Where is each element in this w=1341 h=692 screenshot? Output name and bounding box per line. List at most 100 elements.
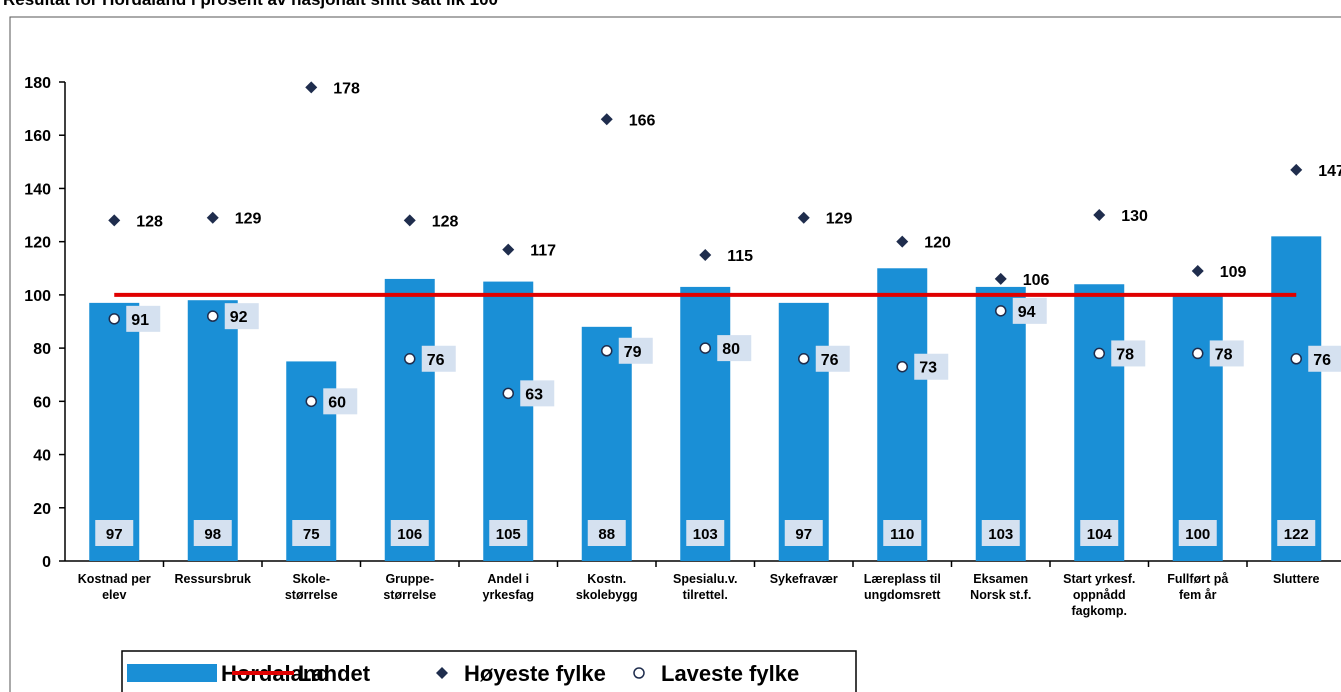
x-tick-label: Skole-størrelse	[285, 572, 338, 602]
value-label-box	[95, 520, 134, 546]
y-tick-label: 80	[33, 341, 51, 358]
marker	[404, 353, 416, 365]
marker	[896, 360, 908, 373]
bar	[680, 286, 731, 561]
value-label: 130	[1121, 208, 1148, 225]
value-label-box	[1080, 520, 1119, 546]
value-label: 103	[988, 526, 1013, 543]
value-label: 128	[432, 213, 459, 230]
y-tick-label: 180	[24, 75, 51, 92]
legend-label: Laveste fylke	[661, 661, 799, 686]
value-label: 60	[328, 394, 346, 411]
value-label: 106	[1023, 272, 1050, 289]
value-label: 76	[427, 352, 445, 369]
marker	[798, 353, 810, 365]
value-label: 80	[722, 341, 740, 358]
marker	[1192, 347, 1204, 360]
bar	[89, 302, 140, 561]
value-label: 109	[1220, 264, 1247, 281]
value-label-box	[421, 345, 456, 372]
value-label: 100	[1185, 526, 1210, 543]
value-label: 103	[693, 526, 718, 543]
value-label: 129	[235, 211, 262, 228]
bar	[1271, 236, 1322, 561]
y-tick-label: 0	[42, 554, 51, 571]
legend-swatch	[127, 664, 217, 682]
x-tick-label: Sluttere	[1273, 572, 1320, 586]
marker	[797, 211, 810, 224]
marker	[1290, 353, 1302, 365]
y-tick-label: 140	[24, 181, 51, 198]
value-label: 73	[919, 360, 937, 377]
marker	[601, 345, 613, 357]
y-tick-label: 100	[24, 288, 51, 305]
value-label: 122	[1284, 526, 1309, 543]
value-label: 63	[525, 386, 543, 403]
bar	[384, 278, 435, 561]
value-label: 128	[136, 213, 163, 230]
value-label-box	[587, 520, 626, 546]
x-tick-label: Andel i yrkesfag	[483, 572, 534, 602]
value-label: 166	[629, 112, 656, 129]
value-label: 76	[821, 352, 839, 369]
marker	[502, 243, 515, 256]
value-label: 115	[727, 248, 753, 265]
marker	[600, 113, 613, 126]
marker	[995, 305, 1007, 317]
marker	[994, 272, 1007, 285]
x-tick-label: Sykefravær	[770, 572, 838, 586]
value-label-box	[1111, 340, 1146, 367]
value-label: 110	[890, 526, 914, 543]
value-label: 76	[1313, 352, 1331, 369]
marker	[699, 248, 712, 261]
value-label: 97	[106, 526, 123, 543]
marker	[699, 342, 711, 354]
legend-label: Høyeste fylke	[464, 661, 606, 686]
value-label-box	[323, 388, 358, 415]
marker	[502, 387, 514, 400]
y-tick-label: 20	[33, 501, 51, 518]
value-label: 129	[826, 211, 853, 228]
value-label-box	[1308, 345, 1341, 372]
value-label: 98	[204, 526, 221, 543]
y-tick-label: 60	[33, 394, 51, 411]
value-label-box	[618, 337, 653, 364]
marker	[896, 235, 909, 248]
value-label: 92	[230, 309, 248, 326]
value-label-box	[981, 520, 1020, 546]
x-tick-label: Læreplass til ungdomsrett	[864, 572, 942, 602]
bar	[975, 286, 1026, 561]
value-label-box	[1209, 340, 1244, 367]
chart-title: Resultat for Hordaland i prosent av nasj…	[3, 0, 498, 9]
value-label-box	[520, 380, 555, 407]
y-tick-label: 120	[24, 235, 51, 252]
marker	[305, 395, 317, 408]
value-label-box	[784, 520, 823, 546]
value-label-box	[1178, 520, 1217, 546]
value-label-box	[390, 520, 429, 546]
marker	[108, 214, 121, 227]
value-label: 117	[530, 243, 556, 260]
value-label: 105	[496, 526, 521, 543]
marker	[1191, 264, 1204, 277]
value-label: 120	[924, 235, 951, 252]
value-label-box	[1012, 297, 1047, 324]
chart-frame	[9, 16, 1341, 692]
value-label: 78	[1116, 346, 1134, 363]
x-tick-label: Gruppe-størrelse	[383, 572, 436, 602]
marker	[403, 214, 416, 227]
marker	[1093, 347, 1105, 360]
x-tick-label: Eksamen Norsk st.f.	[970, 572, 1031, 602]
value-label-box	[292, 520, 331, 546]
value-label: 97	[795, 526, 812, 543]
value-label: 91	[131, 312, 149, 329]
value-label-box	[193, 520, 232, 546]
bar	[187, 300, 238, 561]
value-label-box	[126, 305, 161, 332]
x-tick-label: Spesialu.v. tilrettel.	[673, 572, 737, 602]
x-tick-label: Start yrkesf. oppnådd fagkomp.	[1063, 572, 1135, 618]
bar	[483, 281, 534, 561]
value-label: 94	[1018, 304, 1036, 321]
value-label: 147	[1318, 163, 1341, 180]
